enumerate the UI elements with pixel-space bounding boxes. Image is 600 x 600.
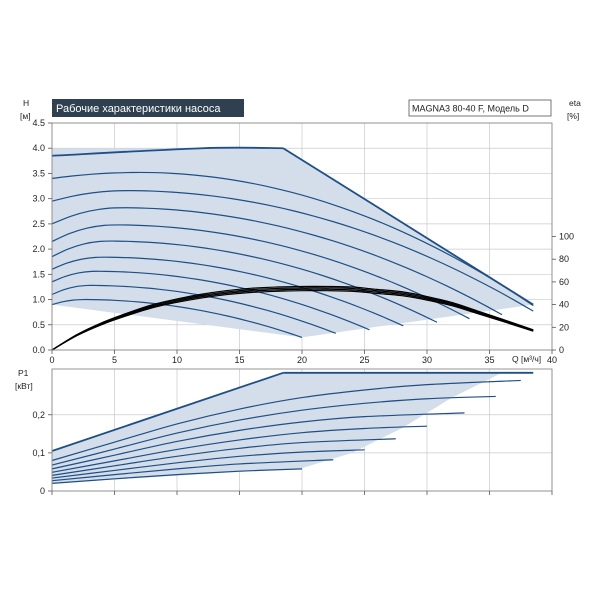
- power-axis-unit: [кВт]: [15, 381, 33, 391]
- efficiency-tick-label: 40: [559, 300, 569, 310]
- efficiency-curve: [51, 290, 534, 351]
- flow-tick-label: 10: [172, 355, 182, 365]
- efficiency-axis-label: eta: [569, 98, 581, 108]
- power-axis-label: P1: [18, 368, 29, 378]
- head-curve: [51, 190, 534, 312]
- flow-tick-label: 25: [359, 355, 369, 365]
- chart-title: Рабочие характеристики насоса: [56, 103, 221, 115]
- flow-tick-label: 5: [112, 355, 117, 365]
- power-curve: [51, 412, 465, 470]
- flow-axis-label: Q [м³/ч]: [512, 354, 541, 364]
- head-max-curve: [51, 146, 284, 157]
- power-curve-panel: 0 0,1 0,2 P1 [кВт]: [15, 368, 553, 496]
- head-tick-label: 4.0: [32, 143, 45, 153]
- head-max-boundary: [282, 147, 534, 306]
- head-curve: [51, 224, 470, 320]
- head-tick-label: 1.5: [32, 269, 45, 279]
- power-max-rise: [51, 371, 284, 452]
- power-curve: [51, 449, 365, 479]
- power-envelope-fill: [52, 372, 534, 484]
- power-curve: [51, 395, 496, 466]
- power-tick-label: 0,1: [32, 448, 45, 458]
- head-axis-unit: [м]: [20, 111, 31, 121]
- head-tick-label: 1.0: [32, 295, 45, 305]
- efficiency-tick-label: 80: [559, 254, 569, 264]
- model-label: MAGNA3 80-40 F, Модель D: [412, 104, 529, 114]
- flow-tick-label: 15: [234, 355, 244, 365]
- head-tick-label: 2.0: [32, 244, 45, 254]
- head-curve: [51, 207, 503, 316]
- head-axis-label: H: [23, 98, 29, 108]
- efficiency-curve: [51, 288, 534, 351]
- head-y-ticks: 0.0 0.5 1.0 1.5 2.0 2.5 3.0 3.5 4.0 4.5: [32, 118, 52, 355]
- power-tick-label: 0,2: [32, 410, 45, 420]
- flow-tick-label: 40: [547, 355, 557, 365]
- flow-x-ticks: 0 5 10 15 20 25 30 35 40: [49, 350, 557, 365]
- head-tick-label: 3.0: [32, 194, 45, 204]
- flow-tick-label: 0: [49, 355, 54, 365]
- power-curve: [51, 379, 521, 462]
- efficiency-tick-label: 20: [559, 322, 569, 332]
- head-tick-label: 4.5: [32, 118, 45, 128]
- head-envelope-fill: [52, 148, 534, 338]
- efficiency-tick-label: 60: [559, 277, 569, 287]
- power-curve: [51, 438, 396, 476]
- efficiency-y-ticks: 0 20 40 60 80 100: [552, 232, 574, 355]
- power-y-ticks: 0 0,1 0,2: [32, 410, 52, 496]
- power-operating-envelope: [52, 372, 534, 484]
- head-curve: [51, 284, 336, 334]
- power-curve: [51, 459, 334, 482]
- chart-title-box: [52, 99, 244, 117]
- efficiency-curve: [51, 285, 534, 351]
- efficiency-axis-unit: [%]: [567, 111, 579, 121]
- efficiency-tick-label: 0: [559, 345, 564, 355]
- head-tick-label: 0.0: [32, 345, 45, 355]
- head-curve-panel: 0.0 0.5 1.0 1.5 2.0 2.5 3.0 3.5 4.0 4.5 0 20 40 60 80…: [20, 98, 581, 365]
- efficiency-tick-label: 100: [559, 232, 574, 242]
- head-tick-label: 0.5: [32, 320, 45, 330]
- head-curve: [51, 270, 370, 331]
- power-curve: [51, 468, 303, 484]
- power-curves: [51, 371, 534, 484]
- efficiency-curve: [51, 287, 534, 351]
- head-operating-envelope: [52, 148, 534, 338]
- power-curve: [51, 425, 428, 473]
- head-curve: [51, 171, 534, 307]
- head-curve: [51, 256, 404, 327]
- efficiency-curve-group: [51, 285, 534, 351]
- power-x-ticks: [51, 491, 553, 495]
- flow-tick-label: 30: [422, 355, 432, 365]
- flow-tick-label: 20: [297, 355, 307, 365]
- power-tick-label: 0: [40, 486, 45, 496]
- head-curves: [51, 146, 534, 338]
- head-tick-label: 2.5: [32, 219, 45, 229]
- head-tick-label: 3.5: [32, 168, 45, 178]
- model-label-box: [408, 99, 552, 117]
- flow-tick-label: 35: [484, 355, 494, 365]
- head-curve: [51, 298, 303, 338]
